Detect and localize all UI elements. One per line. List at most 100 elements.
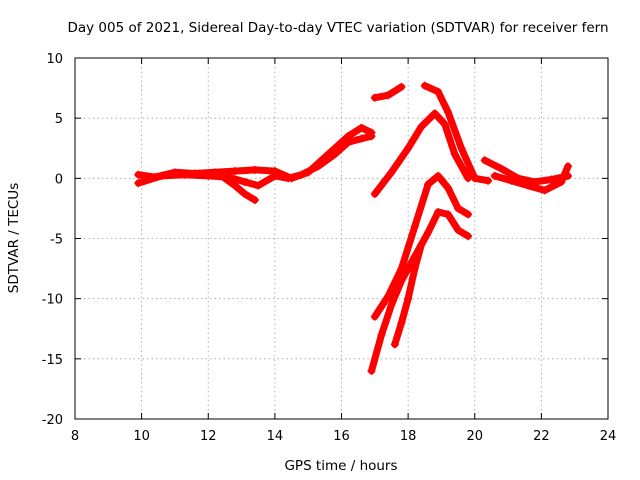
data-point: [464, 210, 473, 219]
data-point: [444, 183, 453, 192]
data-point: [457, 144, 466, 153]
data-point: [430, 109, 439, 118]
x-tick-label: 16: [333, 429, 350, 444]
x-tick-label: 12: [200, 429, 217, 444]
data-point: [367, 366, 376, 375]
data-point: [417, 122, 426, 131]
y-tick-label: -20: [42, 413, 63, 428]
x-tick-label: 24: [600, 429, 617, 444]
x-tick-label: 18: [400, 429, 417, 444]
y-axis-tick-labels: -20 -15 -10 -5 0 5 10: [42, 52, 63, 428]
data-point: [497, 164, 506, 173]
data-point: [250, 165, 259, 174]
series-track-i-markers: [390, 240, 426, 349]
data-point: [270, 171, 279, 180]
data-point: [524, 181, 533, 190]
x-tick-label: 14: [267, 429, 284, 444]
data-point: [180, 170, 189, 179]
series-track-f-markers: [420, 81, 493, 185]
data-point: [384, 91, 393, 100]
series-track-c: [218, 172, 259, 204]
series-track-h: [368, 208, 472, 375]
data-point: [417, 240, 426, 249]
data-point: [357, 134, 366, 143]
data-point: [434, 171, 443, 180]
data-point: [420, 81, 429, 90]
y-tick-label: -10: [42, 293, 63, 308]
data-point: [230, 167, 239, 176]
y-axis-label: SDTVAR / TECUs: [6, 183, 22, 293]
data-point: [390, 340, 399, 349]
data-point: [397, 276, 406, 285]
series-track-b-markers: [134, 132, 376, 190]
data-point: [284, 174, 293, 183]
data-point: [404, 294, 413, 303]
series-track-e-markers: [370, 109, 473, 198]
data-point: [204, 171, 213, 180]
y-tick-label: 0: [55, 172, 63, 187]
data-point: [424, 228, 433, 237]
grid: [75, 58, 608, 419]
data-point: [410, 222, 419, 231]
data-point: [134, 179, 143, 188]
data-point: [230, 181, 239, 190]
data-point: [254, 181, 263, 190]
y-tick-label: -5: [50, 233, 63, 248]
data-point: [370, 93, 379, 102]
x-axis-tick-labels: 8 10 12 14 16 18 20 22 24: [71, 429, 616, 444]
series-track-e: [371, 109, 472, 198]
data-point: [440, 120, 449, 129]
data-point: [157, 171, 166, 180]
data-point: [297, 170, 306, 179]
series-track-f: [421, 82, 492, 185]
data-point: [454, 204, 463, 213]
data-point: [480, 156, 489, 165]
series-track-k-markers: [490, 162, 573, 195]
data-point: [367, 132, 376, 141]
data-point: [387, 300, 396, 309]
data-point: [250, 195, 259, 204]
data-point: [540, 186, 549, 195]
data-point: [564, 162, 573, 171]
data-point: [330, 150, 339, 159]
x-tick-label: 20: [466, 429, 483, 444]
data-point: [410, 264, 419, 273]
series-track-d-markers: [370, 82, 406, 102]
data-point: [444, 108, 453, 117]
data-point: [370, 312, 379, 321]
data-point: [370, 189, 379, 198]
y-tick-label: 5: [55, 112, 63, 127]
data-point: [344, 138, 353, 147]
data-point: [357, 123, 366, 132]
y-tick-label: 10: [46, 52, 63, 67]
x-tick-label: 8: [71, 429, 79, 444]
data-point: [434, 87, 443, 96]
data-point: [387, 168, 396, 177]
data-point: [240, 189, 249, 198]
data-point: [507, 176, 516, 185]
data-point: [397, 82, 406, 91]
data-point: [384, 292, 393, 301]
data-point: [240, 177, 249, 186]
data-point: [464, 232, 473, 241]
x-tick-label: 22: [533, 429, 550, 444]
data-point: [557, 177, 566, 186]
data-point: [397, 318, 406, 327]
series-track-g-markers: [370, 171, 473, 321]
x-tick-label: 10: [133, 429, 150, 444]
series-track-k: [491, 162, 572, 194]
series-layer: [134, 81, 573, 375]
data-point: [454, 226, 463, 235]
series-track-j-markers: [480, 156, 573, 186]
data-point: [404, 144, 413, 153]
data-point: [217, 171, 226, 180]
y-tick-label: -15: [42, 353, 63, 368]
data-point: [450, 150, 459, 159]
data-point: [434, 208, 443, 217]
series-track-c-markers: [217, 171, 259, 204]
axis-ticks: [74, 57, 609, 420]
chart-title: Day 005 of 2021, Sidereal Day-to-day VTE…: [67, 20, 608, 36]
data-point: [397, 264, 406, 273]
data-point: [470, 174, 479, 183]
